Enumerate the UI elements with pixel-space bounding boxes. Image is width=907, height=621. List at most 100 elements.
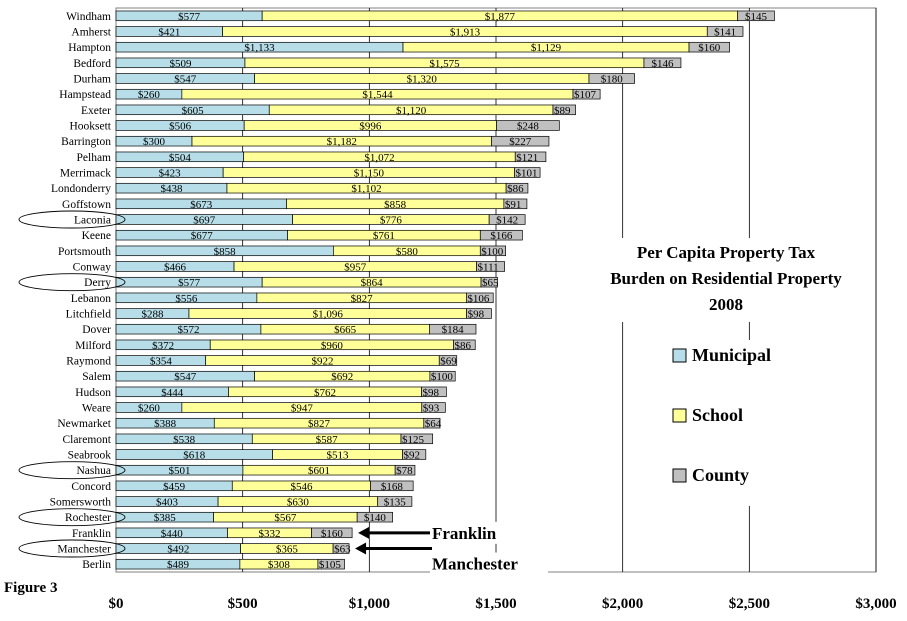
data-label: $665 (334, 324, 357, 336)
category-label: Newmarket (57, 418, 111, 430)
category-label: Weare (82, 403, 111, 415)
data-label: $308 (268, 559, 291, 571)
bar-segment-county (423, 417, 441, 429)
category-label: Seabrook (68, 450, 112, 462)
legend-label-county: County (692, 465, 749, 485)
bar-segment-county (480, 276, 498, 288)
category-label: Derry (84, 277, 111, 289)
data-label: $98 (423, 387, 440, 399)
data-label: $492 (167, 544, 189, 556)
category-label: Conway (73, 262, 112, 274)
bar-segment-county (421, 402, 446, 413)
data-label: $140 (364, 512, 387, 524)
data-label: $141 (714, 27, 736, 39)
data-label: $332 (259, 528, 281, 540)
category-label: Concord (71, 481, 111, 493)
bar-segment-county (402, 449, 427, 460)
data-label: $107 (574, 89, 597, 101)
data-label: $577 (178, 11, 201, 23)
data-label: $106 (467, 293, 490, 305)
data-label: $1,102 (351, 183, 381, 195)
bar-segment-county (421, 386, 447, 398)
data-label: $761 (373, 230, 395, 242)
data-label: $580 (396, 246, 419, 258)
data-label: $145 (745, 11, 768, 23)
bar-segment-county (429, 323, 477, 335)
data-label: $577 (178, 277, 201, 289)
category-label: Portsmouth (58, 246, 111, 258)
bar-segment-county (688, 41, 730, 53)
data-label: $86 (454, 340, 471, 352)
data-label: $572 (177, 324, 199, 336)
data-label: $92 (404, 450, 421, 462)
bar-segment-county (643, 57, 682, 69)
data-label: $101 (515, 168, 537, 180)
data-label: $100 (431, 371, 454, 383)
bar-segment-county (491, 135, 550, 147)
category-label: Milford (75, 340, 111, 352)
data-label: $827 (351, 293, 374, 305)
data-label: $135 (384, 497, 407, 509)
bar-segment-county (572, 88, 601, 100)
data-label: $64 (425, 418, 442, 430)
bar-segment-county (479, 229, 523, 241)
data-label: $630 (287, 497, 310, 509)
data-label: $166 (490, 230, 513, 242)
bar-segment-county (479, 245, 506, 257)
bar-segment-county (505, 182, 529, 194)
category-label: Somersworth (50, 497, 112, 509)
data-label: $506 (169, 121, 192, 133)
figure-label: Figure 3 (4, 580, 57, 596)
data-label: $996 (359, 121, 382, 133)
category-label: Hudson (75, 387, 111, 399)
data-label: $385 (154, 512, 177, 524)
category-highlight-ellipse (18, 273, 126, 292)
data-label: $618 (183, 450, 206, 462)
data-label: $160 (321, 528, 344, 540)
data-label: $504 (169, 152, 192, 164)
data-label: $65 (482, 277, 499, 289)
data-label: $459 (163, 481, 186, 493)
data-label: $858 (384, 199, 407, 211)
annotation-background (430, 552, 548, 575)
category-label: Litchfield (66, 309, 112, 321)
data-label: $692 (331, 371, 353, 383)
category-label: Claremont (62, 434, 111, 446)
x-tick-label: $1,500 (475, 596, 516, 612)
bar-segment-county (552, 104, 576, 116)
data-label: $98 (468, 309, 485, 321)
data-label: $546 (290, 481, 313, 493)
data-label: $1,544 (362, 89, 393, 101)
data-label: $146 (651, 58, 674, 70)
x-tick-label: $0 (109, 596, 124, 612)
data-label: $388 (154, 418, 177, 430)
data-label: $677 (191, 230, 214, 242)
data-label: $547 (174, 371, 197, 383)
bar-segment-county (476, 261, 505, 272)
data-label: $78 (396, 465, 413, 477)
data-label: $372 (152, 340, 174, 352)
category-label: Londonderry (51, 183, 111, 195)
data-label: $547 (174, 74, 197, 86)
data-label: $556 (175, 293, 198, 305)
data-label: $423 (159, 168, 182, 180)
data-label: $91 (505, 199, 522, 211)
category-label: Bedford (73, 58, 111, 70)
data-label: $1,877 (485, 11, 516, 23)
category-label: Dover (82, 324, 111, 336)
bar-segment-county (438, 355, 458, 366)
bar-segment-county (496, 120, 560, 131)
data-label: $168 (381, 481, 404, 493)
title-background (578, 238, 874, 322)
data-label: $69 (440, 356, 457, 368)
data-label: $827 (308, 418, 331, 430)
category-label: Pelham (77, 152, 112, 164)
data-label: $697 (193, 215, 216, 227)
x-tick-label: $500 (228, 596, 258, 612)
data-label: $100 (481, 246, 504, 258)
legend-swatch-municipal (672, 348, 687, 363)
legend-label-school: School (692, 405, 743, 425)
data-label: $89 (554, 105, 571, 117)
x-tick-label: $2,500 (729, 596, 770, 612)
